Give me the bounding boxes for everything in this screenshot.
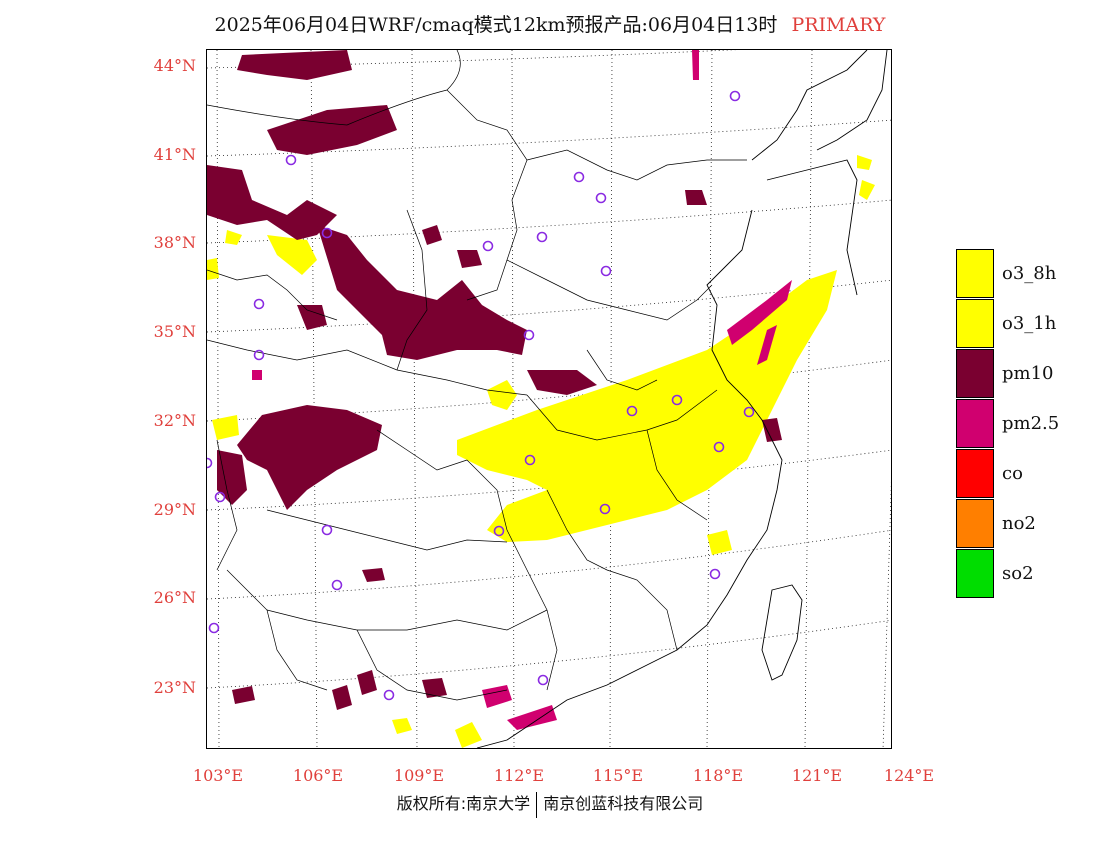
lat-label-35n: 35°N bbox=[153, 322, 196, 341]
lon-label-109e: 109°E bbox=[393, 766, 445, 785]
legend-label-pm25: pm2.5 bbox=[1002, 413, 1060, 434]
lat-label-23n: 23°N bbox=[153, 678, 196, 697]
legend-swatch-pm25 bbox=[956, 399, 994, 448]
lon-label-112e: 112°E bbox=[493, 766, 545, 785]
coastline bbox=[476, 50, 888, 748]
legend-label-o3-1h: o3_1h bbox=[1002, 313, 1057, 334]
legend-swatch-co bbox=[956, 449, 994, 498]
legend-swatch-o3-1h bbox=[956, 299, 994, 348]
legend-label-so2: so2 bbox=[1002, 563, 1034, 584]
map-canvas bbox=[207, 50, 891, 748]
map-title: 2025年06月04日WRF/cmaq模式12km预报产品:06月04日13时 P… bbox=[0, 10, 1100, 37]
copyright-company: 南京创蓝科技有限公司 bbox=[543, 794, 704, 813]
legend-swatch-so2 bbox=[956, 549, 994, 598]
lon-label-118e: 118°E bbox=[692, 766, 744, 785]
pm10-regions bbox=[207, 50, 782, 710]
map-title-text: 2025年06月04日WRF/cmaq模式12km预报产品:06月04日13时 bbox=[214, 14, 778, 36]
lon-label-106e: 106°E bbox=[292, 766, 344, 785]
lon-label-115e: 115°E bbox=[592, 766, 644, 785]
legend-label-no2: no2 bbox=[1002, 513, 1036, 534]
legend-label-co: co bbox=[1002, 463, 1023, 484]
o3-regions bbox=[207, 155, 875, 748]
legend-swatch-no2 bbox=[956, 499, 994, 548]
copyright-divider bbox=[536, 791, 538, 818]
station-markers bbox=[207, 90, 755, 701]
legend-label-pm10: pm10 bbox=[1002, 363, 1054, 384]
map-area bbox=[206, 49, 892, 749]
lat-label-44n: 44°N bbox=[153, 56, 196, 75]
lon-label-121e: 121°E bbox=[791, 766, 843, 785]
legend-label-o3-8h: o3_8h bbox=[1002, 263, 1057, 284]
legend-swatch-o3-8h bbox=[956, 249, 994, 298]
primary-tag: PRIMARY bbox=[791, 14, 886, 36]
graticule bbox=[207, 50, 891, 748]
lat-label-41n: 41°N bbox=[153, 145, 196, 164]
lon-label-103e: 103°E bbox=[192, 766, 244, 785]
lat-label-32n: 32°N bbox=[153, 411, 196, 430]
lon-label-124e: 124°E bbox=[883, 766, 935, 785]
lat-label-38n: 38°N bbox=[153, 233, 196, 252]
lat-label-26n: 26°N bbox=[153, 588, 196, 607]
legend-swatch-pm10 bbox=[956, 349, 994, 398]
lat-label-29n: 29°N bbox=[153, 500, 196, 519]
copyright-owner: 版权所有:南京大学 bbox=[396, 794, 531, 813]
copyright-footer: 版权所有:南京大学 南京创蓝科技有限公司 bbox=[0, 790, 1100, 818]
